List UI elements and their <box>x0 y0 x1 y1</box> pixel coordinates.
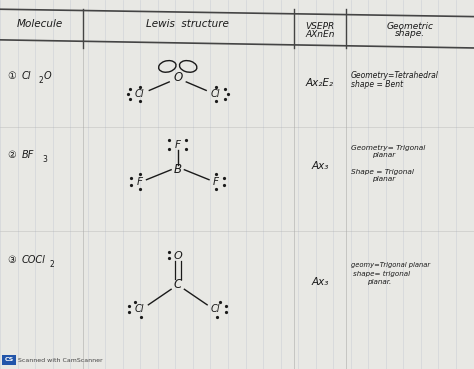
Text: CS: CS <box>4 358 14 362</box>
Text: Ax₃: Ax₃ <box>311 277 328 287</box>
Text: Cl: Cl <box>211 89 220 99</box>
Text: 2: 2 <box>50 261 55 269</box>
Text: Ax₂E₂: Ax₂E₂ <box>306 78 334 88</box>
Text: Shape = Trigonal: Shape = Trigonal <box>351 169 414 175</box>
Text: shape= trigonal: shape= trigonal <box>353 271 410 277</box>
Text: Ax₃: Ax₃ <box>311 161 328 171</box>
Text: Cl: Cl <box>135 304 145 314</box>
Text: Cl: Cl <box>21 70 31 81</box>
Text: ③: ③ <box>7 255 16 265</box>
Text: F: F <box>213 176 219 187</box>
Text: planar.: planar. <box>367 279 392 284</box>
Text: Molecule: Molecule <box>17 19 64 30</box>
Text: geomy=Trigonal planar: geomy=Trigonal planar <box>351 262 430 268</box>
Text: Geometry=Tetrahedral: Geometry=Tetrahedral <box>351 71 438 80</box>
Text: F: F <box>175 139 181 150</box>
Text: O: O <box>44 70 51 81</box>
Text: ②: ② <box>7 150 16 160</box>
Text: AXnEn: AXnEn <box>305 30 335 39</box>
Text: F: F <box>137 176 143 187</box>
Text: C: C <box>173 277 182 291</box>
Text: shape = Bent: shape = Bent <box>351 80 403 89</box>
Text: Geometric: Geometric <box>386 22 434 31</box>
Text: Geometry= Trigonal: Geometry= Trigonal <box>351 145 425 151</box>
Text: 3: 3 <box>43 155 47 164</box>
Text: COCl: COCl <box>21 255 45 265</box>
Text: BF: BF <box>21 150 34 160</box>
Text: Lewis  structure: Lewis structure <box>146 18 228 29</box>
Text: Cl: Cl <box>135 89 145 99</box>
Text: ①: ① <box>7 70 16 81</box>
Text: planar: planar <box>372 152 395 158</box>
Text: VSEPR: VSEPR <box>305 22 335 31</box>
Text: B: B <box>174 163 182 176</box>
Text: Scanned with CamScanner: Scanned with CamScanner <box>18 358 103 363</box>
Text: O: O <box>173 71 182 84</box>
Text: O: O <box>173 251 182 262</box>
Text: shape.: shape. <box>395 30 425 38</box>
Text: Cl: Cl <box>211 304 220 314</box>
Bar <box>2 355 16 365</box>
Text: planar: planar <box>372 176 395 182</box>
Text: 2: 2 <box>39 76 44 85</box>
